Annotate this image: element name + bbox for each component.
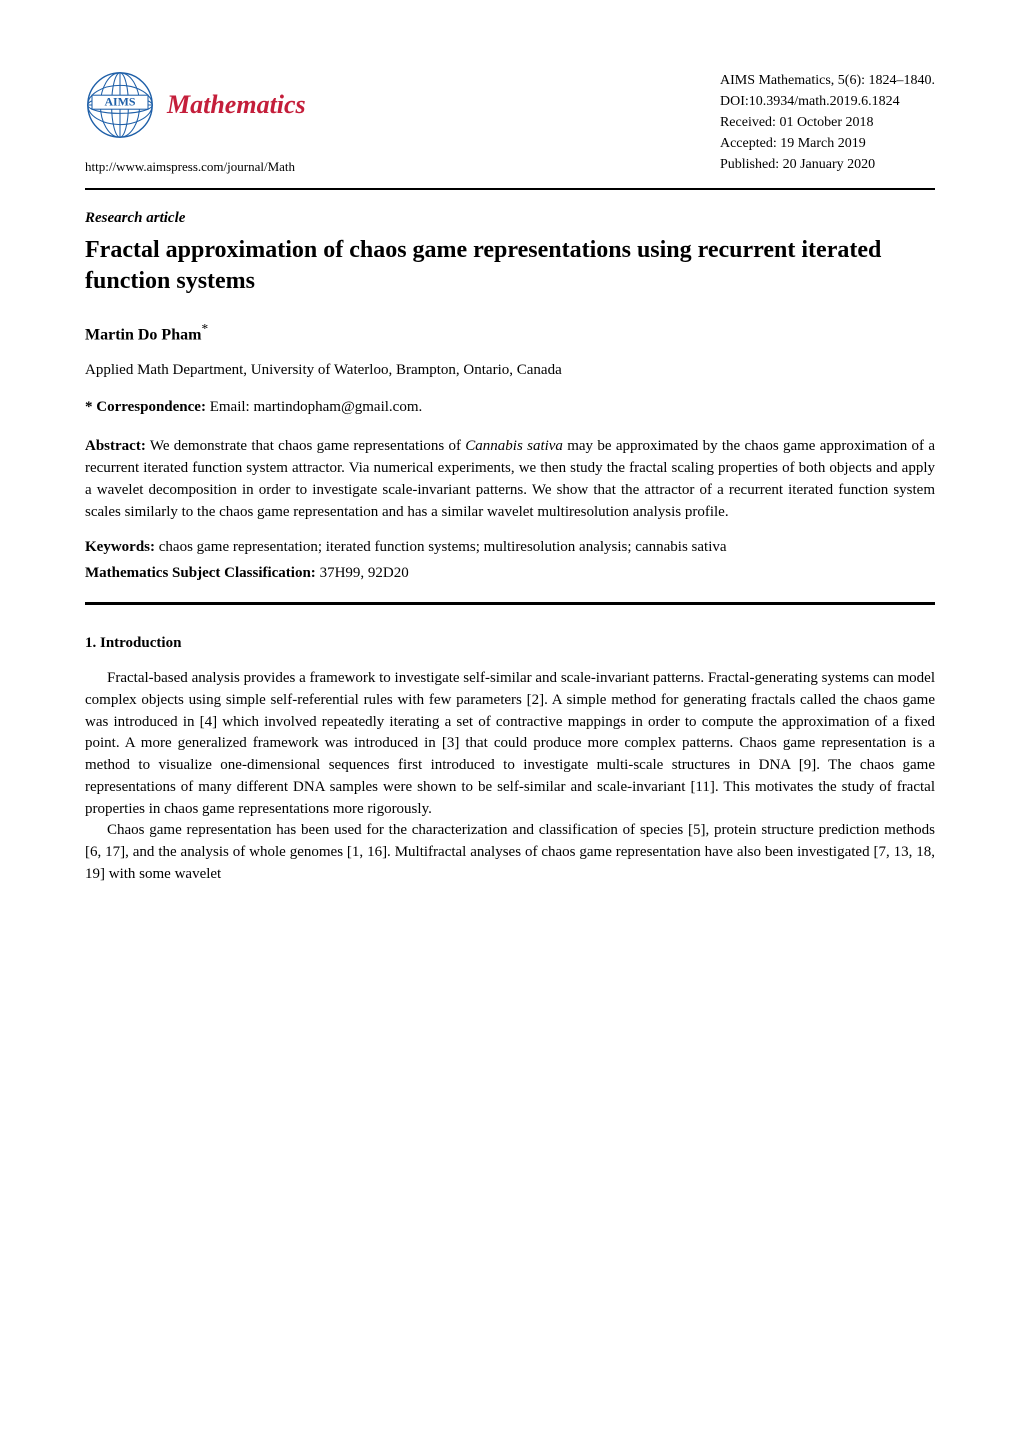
author-sup: * [201, 321, 208, 336]
intro-paragraph-2: Chaos game representation has been used … [85, 820, 935, 885]
doi: DOI:10.3934/math.2019.6.1824 [720, 91, 935, 112]
article-type: Research article [85, 208, 935, 229]
received-date: Received: 01 October 2018 [720, 112, 935, 133]
logo-top: AIMS Mathematics [85, 70, 306, 140]
author-name: Martin Do Pham* [85, 320, 935, 347]
published-date: Published: 20 January 2020 [720, 154, 935, 175]
article-title: Fractal approximation of chaos game repr… [85, 235, 935, 297]
correspondence-label: * Correspondence: [85, 399, 206, 415]
journal-name: Mathematics [167, 87, 306, 123]
abstract-label: Abstract: [85, 438, 146, 454]
abstract: Abstract: We demonstrate that chaos game… [85, 436, 935, 523]
msc-label: Mathematics Subject Classification: [85, 565, 316, 581]
meta-block: AIMS Mathematics, 5(6): 1824–1840. DOI:1… [720, 70, 935, 175]
journal-url[interactable]: http://www.aimspress.com/journal/Math [85, 158, 295, 176]
accepted-date: Accepted: 19 March 2019 [720, 133, 935, 154]
divider-top [85, 188, 935, 190]
aims-logo-icon: AIMS [85, 70, 155, 140]
logo-block: AIMS Mathematics http://www.aimspress.co… [85, 70, 306, 176]
affiliation: Applied Math Department, University of W… [85, 360, 935, 381]
citation: AIMS Mathematics, 5(6): 1824–1840. [720, 70, 935, 91]
keywords: Keywords: chaos game representation; ite… [85, 537, 935, 559]
divider-abstract [85, 602, 935, 605]
correspondence: * Correspondence: Email: martindopham@gm… [85, 397, 935, 418]
correspondence-text: Email: martindopham@gmail.com. [206, 399, 422, 415]
intro-paragraph-1: Fractal-based analysis provides a framew… [85, 668, 935, 820]
msc-text: 37H99, 92D20 [316, 565, 409, 581]
section-heading-intro: 1. Introduction [85, 633, 935, 654]
abstract-text: We demonstrate that chaos game represent… [85, 438, 935, 519]
keywords-text: chaos game representation; iterated func… [155, 539, 727, 555]
header-row: AIMS Mathematics http://www.aimspress.co… [85, 70, 935, 176]
msc: Mathematics Subject Classification: 37H9… [85, 563, 935, 584]
svg-text:AIMS: AIMS [104, 95, 135, 109]
keywords-label: Keywords: [85, 539, 155, 555]
author-text: Martin Do Pham [85, 326, 201, 343]
